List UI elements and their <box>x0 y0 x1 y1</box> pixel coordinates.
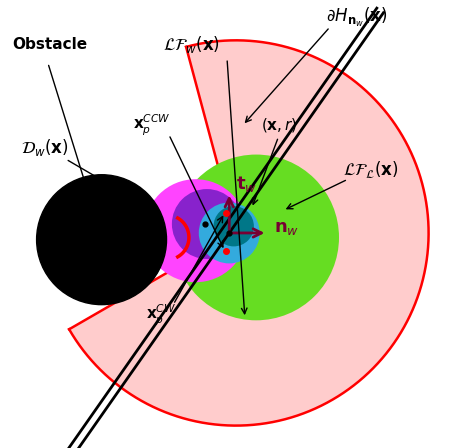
Circle shape <box>199 202 260 263</box>
Text: $\mathbf{x}_p^{CW}$: $\mathbf{x}_p^{CW}$ <box>146 303 177 328</box>
Circle shape <box>144 179 247 282</box>
Circle shape <box>173 155 339 320</box>
Circle shape <box>172 189 242 259</box>
Wedge shape <box>69 40 429 426</box>
Text: $\mathcal{LF}_{\mathcal{L}}(\mathbf{x})$: $\mathcal{LF}_{\mathcal{L}}(\mathbf{x})$ <box>344 160 399 181</box>
Text: Obstacle: Obstacle <box>12 37 87 52</box>
Text: $\mathcal{LF}_w(\mathbf{x})$: $\mathcal{LF}_w(\mathbf{x})$ <box>163 34 220 55</box>
Circle shape <box>213 206 254 246</box>
Text: $\mathbf{t}_w$: $\mathbf{t}_w$ <box>236 174 257 194</box>
Text: $\mathbf{x}_p^{CCW}$: $\mathbf{x}_p^{CCW}$ <box>133 113 171 138</box>
Text: $\partial H_{\mathbf{n}_w}(\mathbf{x})$: $\partial H_{\mathbf{n}_w}(\mathbf{x})$ <box>326 6 387 30</box>
Circle shape <box>37 175 167 305</box>
Text: $\mathcal{D}_w(\mathbf{x})$: $\mathcal{D}_w(\mathbf{x})$ <box>21 138 69 158</box>
Text: $(\mathbf{x}, r)$: $(\mathbf{x}, r)$ <box>261 116 297 134</box>
Text: $\mathbf{n}_w$: $\mathbf{n}_w$ <box>274 220 299 237</box>
